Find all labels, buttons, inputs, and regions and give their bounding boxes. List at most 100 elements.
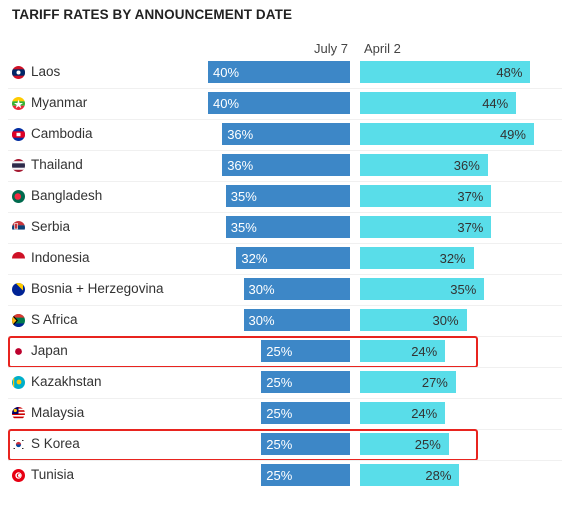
row-divider (8, 150, 562, 151)
row-divider (8, 88, 562, 89)
bar-april-cambodia (360, 123, 534, 145)
bar-april-bangladesh (360, 185, 492, 207)
bar-july-serbia (225, 216, 350, 238)
bar-july-malaysia (261, 402, 350, 424)
data-label-april-bosnia-herzegovina: 35% (450, 282, 477, 297)
data-label-april-japan: 24% (411, 344, 438, 359)
highlight-box-s-korea (8, 429, 478, 461)
chart-title: TARIFF RATES BY ANNOUNCEMENT DATE (12, 7, 293, 22)
data-label-july-bosnia-herzegovina: 30% (248, 282, 275, 297)
data-label-april-malaysia: 24% (411, 406, 438, 421)
data-label-april-tunisia: 28% (425, 468, 452, 483)
row-kazakhstan: Kazakhstan 25% 27% (0, 367, 572, 398)
data-label-july-s-africa: 30% (248, 313, 275, 328)
indonesia-flag-icon (12, 252, 25, 265)
country-label: Serbia (31, 219, 71, 234)
data-label-april-cambodia: 49% (499, 127, 526, 142)
bar-july-s-korea (261, 433, 350, 455)
bar-april-kazakhstan (360, 371, 456, 393)
row-malaysia: Malaysia 25% 24% (0, 398, 572, 429)
bosnia-herzegovina-flag-icon (12, 283, 25, 296)
malaysia-flag-icon (12, 407, 25, 420)
bar-july-bosnia-herzegovina (243, 278, 350, 300)
data-label-april-serbia: 37% (457, 220, 484, 235)
bar-july-japan (261, 340, 350, 362)
row-serbia: Serbia 35% 37% (0, 212, 572, 243)
country-label: S Africa (31, 312, 78, 327)
row-divider (8, 212, 562, 213)
data-label-july-s-korea: 25% (266, 437, 293, 452)
data-label-april-s-africa: 30% (432, 313, 459, 328)
row-divider (8, 398, 562, 399)
country-label: Tunisia (31, 467, 75, 482)
data-label-july-myanmar: 40% (213, 96, 240, 111)
serbia-flag-icon (12, 221, 25, 234)
bar-july-kazakhstan (261, 371, 350, 393)
country-label: Thailand (31, 157, 83, 172)
bar-april-thailand (360, 154, 488, 176)
kazakhstan-flag-icon (12, 376, 25, 389)
cambodia-flag-icon (12, 128, 25, 141)
japan-flag-icon (12, 345, 25, 358)
data-label-july-thailand: 36% (227, 158, 254, 173)
bar-july-indonesia (236, 247, 350, 269)
bar-april-serbia (360, 216, 492, 238)
tunisia-flag-icon (12, 469, 25, 482)
bar-april-laos (360, 61, 531, 83)
row-cambodia: Cambodia 36% 49% (0, 119, 572, 150)
country-label: Malaysia (31, 405, 85, 420)
bar-april-myanmar (360, 92, 517, 114)
data-label-april-kazakhstan: 27% (421, 375, 448, 390)
data-label-july-serbia: 35% (230, 220, 257, 235)
country-label: Japan (31, 343, 68, 358)
bangladesh-flag-icon (12, 190, 25, 203)
data-label-april-indonesia: 32% (439, 251, 466, 266)
header-july: July 7 (314, 41, 348, 56)
country-label: Myanmar (31, 95, 88, 110)
data-label-april-myanmar: 44% (482, 96, 509, 111)
laos-flag-icon (12, 66, 25, 79)
bar-july-tunisia (261, 464, 350, 486)
row-indonesia: Indonesia 32% 32% (0, 243, 572, 274)
data-label-july-bangladesh: 35% (230, 189, 257, 204)
bar-july-s-africa (243, 309, 350, 331)
country-label: S Korea (31, 436, 80, 451)
row-divider (8, 243, 562, 244)
data-label-april-s-korea: 25% (414, 437, 441, 452)
bar-july-thailand (222, 154, 350, 176)
bar-july-bangladesh (225, 185, 350, 207)
thailand-flag-icon (12, 159, 25, 172)
row-laos: Laos 40% 48% (0, 57, 572, 88)
bar-july-cambodia (222, 123, 350, 145)
bar-april-s-korea (360, 433, 449, 455)
country-label: Laos (31, 64, 61, 79)
row-divider (8, 119, 562, 120)
country-label: Cambodia (31, 126, 93, 141)
data-label-april-laos: 48% (496, 65, 523, 80)
data-label-july-malaysia: 25% (266, 406, 293, 421)
data-label-july-cambodia: 36% (227, 127, 254, 142)
country-label: Kazakhstan (31, 374, 102, 389)
row-divider (8, 274, 562, 275)
row-myanmar: Myanmar 40% 44% (0, 88, 572, 119)
bar-july-laos (208, 61, 350, 83)
data-label-july-kazakhstan: 25% (266, 375, 293, 390)
bar-april-japan (360, 340, 446, 362)
country-label: Indonesia (31, 250, 90, 265)
row-divider (8, 181, 562, 182)
row-divider (8, 305, 562, 306)
myanmar-flag-icon (12, 97, 25, 110)
bar-april-tunisia (360, 464, 460, 486)
bar-april-indonesia (360, 247, 474, 269)
bar-april-s-africa (360, 309, 467, 331)
data-label-april-bangladesh: 37% (457, 189, 484, 204)
data-label-july-japan: 25% (266, 344, 293, 359)
s-africa-flag-icon (12, 314, 25, 327)
row-bosnia-herzegovina: Bosnia + Herzegovina 30% 35% (0, 274, 572, 305)
data-label-july-indonesia: 32% (241, 251, 268, 266)
country-label: Bosnia + Herzegovina (31, 281, 164, 296)
bar-april-bosnia-herzegovina (360, 278, 485, 300)
row-s-africa: S Africa 30% 30% (0, 305, 572, 336)
highlight-box-japan (8, 336, 478, 368)
row-divider (8, 367, 562, 368)
